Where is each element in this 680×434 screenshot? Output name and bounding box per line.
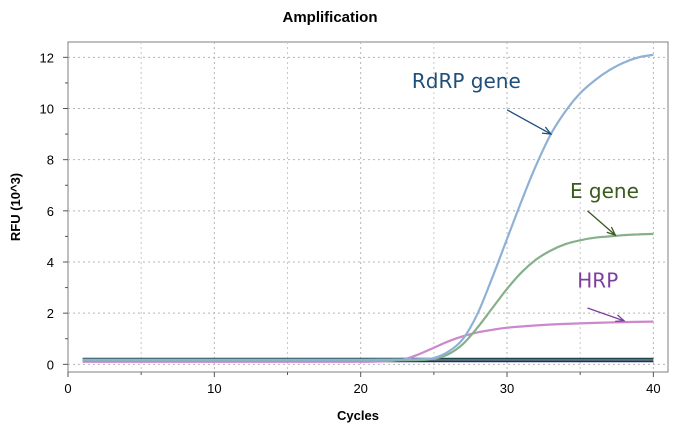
series-line-rdrp-gene (82, 53, 654, 361)
y-axis-label: RFU (10^3) (8, 173, 23, 241)
x-tick-label: 10 (207, 381, 221, 396)
x-tick-label: 30 (500, 381, 514, 396)
annotation-arrowhead (615, 314, 626, 323)
annotation-arrow (506, 109, 552, 135)
annotation-label: RdRP gene (412, 69, 521, 93)
y-axis: 0 2 4 6 8 10 12 (40, 50, 68, 372)
y-tick-label: 0 (47, 357, 54, 372)
y-tick-label: 2 (47, 306, 54, 321)
y-tick-label: 6 (47, 204, 54, 219)
annotation-arrowhead (541, 126, 553, 135)
annotation-label: E gene (570, 179, 639, 203)
annotation-arrow (587, 307, 625, 322)
annotations: RdRP gene E gene HRP (412, 69, 639, 323)
y-tick-label: 4 (47, 255, 54, 270)
y-tick-label: 10 (40, 102, 54, 117)
y-tick-label: 8 (47, 153, 54, 168)
annotation-arrow (587, 210, 616, 236)
series-line-hrp (82, 320, 654, 363)
annotation-label: HRP (577, 269, 618, 293)
x-tick-label: 0 (64, 381, 71, 396)
x-axis: 0 10 20 30 40 (64, 372, 661, 396)
chart-title: Amplification (282, 9, 377, 26)
x-axis-label: Cycles (337, 408, 379, 423)
plot-area (67, 41, 669, 373)
x-tick-label: 20 (353, 381, 367, 396)
y-tick-label: 12 (40, 50, 54, 65)
series-group (82, 53, 654, 363)
annotation-arrowhead (606, 226, 617, 237)
x-tick-label: 40 (646, 381, 660, 396)
